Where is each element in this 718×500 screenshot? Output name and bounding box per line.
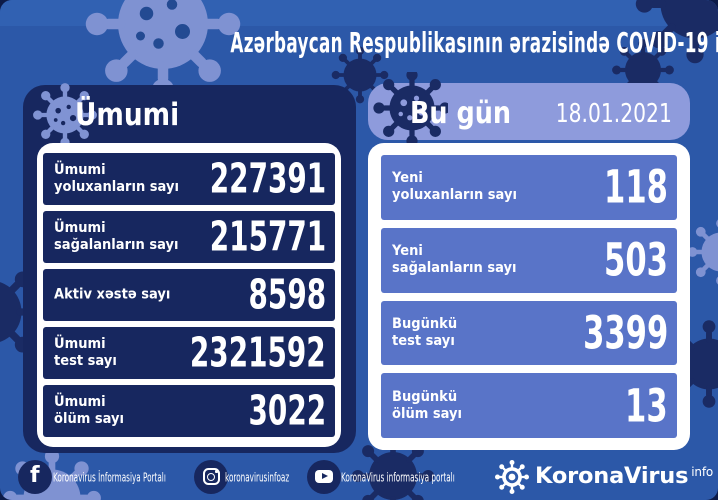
instagram-lens	[207, 472, 215, 481]
stat-row-total-deaths: Ümumi ölüm sayı 3022	[43, 385, 335, 437]
youtube-play-triangle	[321, 473, 328, 479]
total-stats-panel: Ümumi yoluxanların sayı 227391 Ümumi sağ…	[37, 143, 341, 447]
stat-label: Bugünkü test sayı	[392, 315, 458, 349]
facebook-icon[interactable]: f	[18, 459, 52, 494]
stat-value: 3399	[582, 306, 668, 360]
date-label: 18.01.2021	[555, 99, 672, 129]
today-card-header: Bu gün 18.01.2021	[368, 83, 690, 140]
total-card-title: Ümumi	[75, 97, 180, 133]
stat-value: 3022	[248, 386, 326, 435]
stat-label: Bugünkü ölüm sayı	[392, 388, 463, 422]
stat-row-new-recovered: Yeni sağalanların sayı 503	[381, 227, 677, 293]
instagram-frame	[202, 468, 220, 485]
total-card-header: Ümumi	[23, 85, 356, 143]
facebook-handle[interactable]: Koronavirus İnformasiya Portalı	[53, 469, 166, 484]
stat-value: 2321592	[190, 328, 326, 377]
logo-info-badge: info	[691, 464, 714, 479]
stat-label: Ümumi test sayı	[54, 335, 117, 369]
stat-label: Ümumi ölüm sayı	[54, 393, 125, 427]
youtube-icon[interactable]	[307, 459, 341, 494]
today-stats-panel: Yeni yoluxanların sayı 118 Yeni sağalanl…	[368, 143, 690, 450]
logo-wordmark: KoronaVirus	[535, 462, 689, 489]
youtube-handle[interactable]: KoronaVirus informasiya portalı	[341, 469, 455, 484]
today-card-title: Bu gün	[410, 96, 512, 131]
instagram-handle[interactable]: koronavirusinfoaz	[225, 469, 290, 484]
facebook-glyph: f	[30, 462, 40, 488]
stat-row-total-tests: Ümumi test sayı 2321592	[43, 327, 335, 379]
stat-value: 215771	[209, 212, 326, 261]
koronavirus-logo-icon	[494, 459, 530, 495]
virus-icon	[688, 219, 718, 286]
total-stats-card: Ümumi Ümumi yoluxanların sayı 227391 Ümu…	[23, 85, 356, 453]
stat-row-new-infected: Yeni yoluxanların sayı 118	[381, 155, 677, 220]
footer: f Koronavirus İnformasiya Portalı korona…	[0, 453, 718, 500]
stat-row-active-patients: Aktiv xəstə sayı 8598	[43, 269, 335, 321]
stat-row-today-tests: Bugünkü test sayı 3399	[381, 300, 677, 366]
stat-label: Ümumi sağalanların sayı	[54, 219, 179, 253]
stat-row-total-recovered: Ümumi sağalanların sayı 215771	[43, 211, 335, 263]
stat-value: 13	[625, 379, 668, 433]
stat-label: Ümumi yoluxanların sayı	[54, 161, 179, 195]
koronavirus-logo-text: KoronaVirus info	[535, 462, 713, 488]
stat-value: 8598	[248, 270, 326, 319]
instagram-dot	[215, 470, 218, 473]
stat-row-today-deaths: Bugünkü ölüm sayı 13	[381, 373, 677, 438]
stat-label: Yeni yoluxanların sayı	[392, 170, 517, 204]
stat-label: Aktiv xəstə sayı	[54, 286, 171, 303]
stat-value: 118	[604, 160, 668, 214]
stat-value: 227391	[209, 154, 326, 203]
stat-row-total-infected: Ümumi yoluxanların sayı 227391	[43, 153, 335, 205]
stat-label: Yeni sağalanların sayı	[392, 243, 517, 277]
stat-value: 503	[604, 233, 668, 287]
instagram-icon[interactable]	[194, 459, 228, 494]
page-title: Azərbaycan Respublikasının ərazisində CO…	[230, 26, 718, 59]
